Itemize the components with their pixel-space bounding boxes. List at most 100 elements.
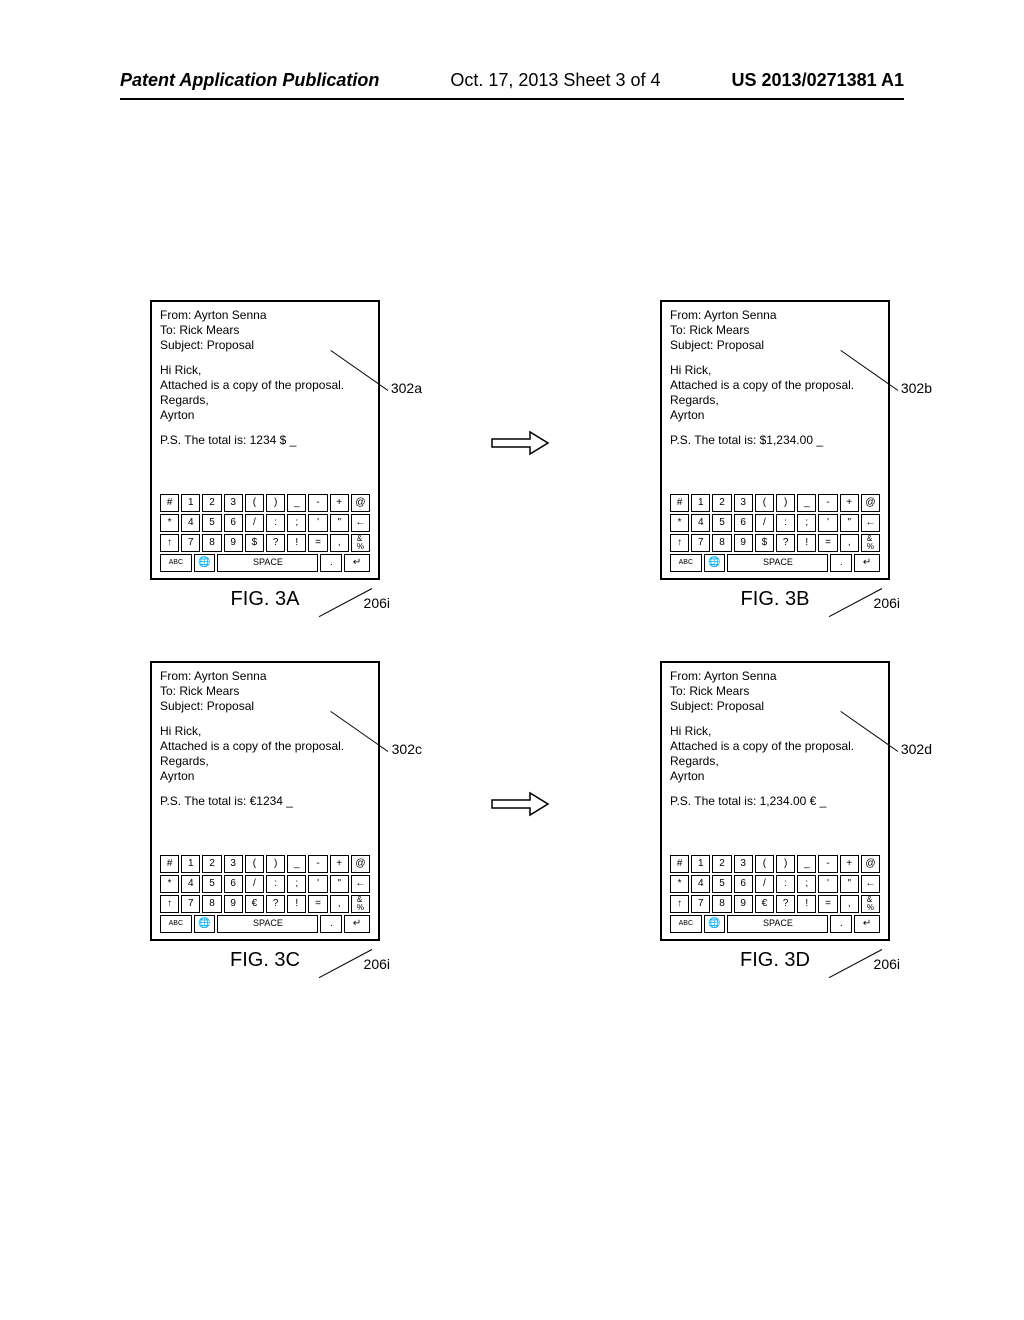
key[interactable]: 5	[202, 514, 221, 532]
key[interactable]: ↑	[670, 534, 689, 552]
key[interactable]: #	[160, 855, 179, 873]
key[interactable]: /	[755, 875, 774, 893]
enter-key[interactable]: ↵	[344, 915, 370, 933]
key[interactable]: "	[840, 514, 859, 532]
key[interactable]: @	[351, 494, 370, 512]
key[interactable]: 7	[691, 534, 710, 552]
key[interactable]: 8	[202, 534, 221, 552]
key[interactable]: "	[840, 875, 859, 893]
dot-key[interactable]: .	[830, 554, 852, 572]
key[interactable]: +	[840, 855, 859, 873]
enter-key[interactable]: ↵	[854, 554, 880, 572]
key[interactable]: =	[818, 534, 837, 552]
space-key[interactable]: SPACE	[217, 915, 318, 933]
key[interactable]: '	[308, 875, 327, 893]
key[interactable]: -	[308, 855, 327, 873]
key[interactable]: 8	[712, 534, 731, 552]
space-key[interactable]: SPACE	[217, 554, 318, 572]
dot-key[interactable]: .	[830, 915, 852, 933]
key[interactable]: "	[330, 514, 349, 532]
key[interactable]: (	[245, 855, 264, 873]
key[interactable]: &%	[861, 895, 880, 913]
globe-key[interactable]: 🌐	[194, 915, 216, 933]
key[interactable]: ,	[840, 534, 859, 552]
key[interactable]: 5	[712, 875, 731, 893]
key[interactable]: +	[330, 855, 349, 873]
key[interactable]: 4	[181, 514, 200, 532]
key[interactable]: _	[797, 494, 816, 512]
key[interactable]: ;	[797, 875, 816, 893]
key[interactable]: @	[861, 855, 880, 873]
key[interactable]: 3	[224, 855, 243, 873]
key[interactable]: 5	[202, 875, 221, 893]
key[interactable]: "	[330, 875, 349, 893]
key[interactable]: 6	[224, 875, 243, 893]
globe-key[interactable]: 🌐	[704, 554, 726, 572]
key[interactable]: #	[670, 494, 689, 512]
key[interactable]: (	[245, 494, 264, 512]
key[interactable]: ←	[861, 875, 880, 893]
abc-key[interactable]: ABC	[670, 915, 702, 933]
key[interactable]: -	[818, 494, 837, 512]
key[interactable]: ↑	[160, 895, 179, 913]
key[interactable]: 1	[181, 855, 200, 873]
key[interactable]: :	[266, 514, 285, 532]
key[interactable]: 5	[712, 514, 731, 532]
globe-key[interactable]: 🌐	[704, 915, 726, 933]
key[interactable]: ↑	[160, 534, 179, 552]
key[interactable]: +	[840, 494, 859, 512]
globe-key[interactable]: 🌐	[194, 554, 216, 572]
key[interactable]: 6	[734, 514, 753, 532]
key[interactable]: ↑	[670, 895, 689, 913]
key[interactable]: !	[287, 534, 306, 552]
key[interactable]: ?	[776, 534, 795, 552]
key[interactable]: 9	[734, 534, 753, 552]
key[interactable]: /	[755, 514, 774, 532]
key[interactable]: 1	[181, 494, 200, 512]
key[interactable]: 1	[691, 494, 710, 512]
key[interactable]: !	[287, 895, 306, 913]
key[interactable]: :	[266, 875, 285, 893]
abc-key[interactable]: ABC	[160, 554, 192, 572]
key[interactable]: +	[330, 494, 349, 512]
key[interactable]: 6	[734, 875, 753, 893]
key[interactable]: ?	[776, 895, 795, 913]
key[interactable]: )	[266, 855, 285, 873]
key[interactable]: @	[861, 494, 880, 512]
space-key[interactable]: SPACE	[727, 915, 828, 933]
key[interactable]: ←	[351, 875, 370, 893]
key[interactable]: 9	[224, 534, 243, 552]
key[interactable]: 9	[734, 895, 753, 913]
key[interactable]: 2	[202, 494, 221, 512]
key[interactable]: _	[287, 494, 306, 512]
key[interactable]: -	[818, 855, 837, 873]
key[interactable]: ?	[266, 895, 285, 913]
key[interactable]: (	[755, 855, 774, 873]
key[interactable]: ,	[330, 534, 349, 552]
key[interactable]: ;	[287, 514, 306, 532]
key[interactable]: _	[287, 855, 306, 873]
key[interactable]: 6	[224, 514, 243, 532]
key[interactable]: *	[670, 875, 689, 893]
dot-key[interactable]: .	[320, 915, 342, 933]
key[interactable]: 4	[181, 875, 200, 893]
key[interactable]: =	[308, 534, 327, 552]
key[interactable]: =	[308, 895, 327, 913]
key[interactable]: #	[160, 494, 179, 512]
key[interactable]: &%	[351, 895, 370, 913]
key[interactable]: $	[245, 534, 264, 552]
key[interactable]: 9	[224, 895, 243, 913]
key[interactable]: #	[670, 855, 689, 873]
space-key[interactable]: SPACE	[727, 554, 828, 572]
key[interactable]: &%	[861, 534, 880, 552]
key[interactable]: (	[755, 494, 774, 512]
key[interactable]: ?	[266, 534, 285, 552]
abc-key[interactable]: ABC	[670, 554, 702, 572]
key[interactable]: @	[351, 855, 370, 873]
abc-key[interactable]: ABC	[160, 915, 192, 933]
key[interactable]: &%	[351, 534, 370, 552]
key[interactable]: '	[818, 514, 837, 532]
key[interactable]: 8	[712, 895, 731, 913]
key[interactable]: €	[245, 895, 264, 913]
key[interactable]: ,	[330, 895, 349, 913]
